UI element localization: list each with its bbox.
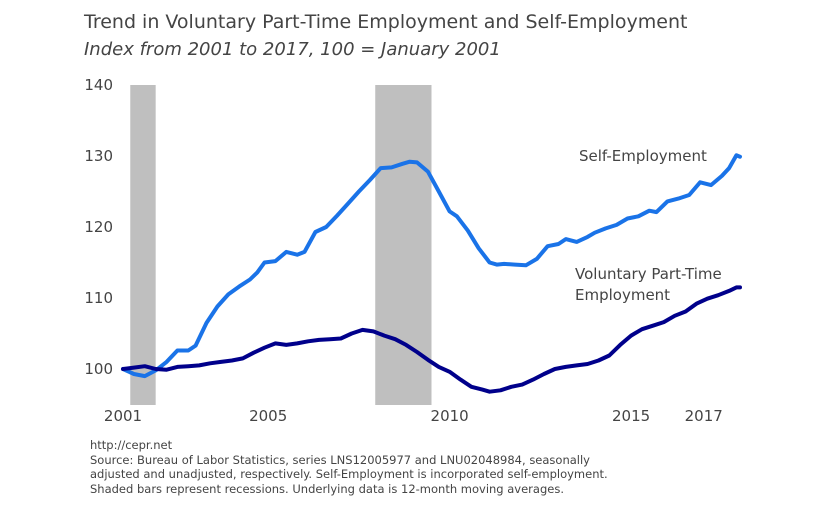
y-tick-label: 100: [84, 360, 113, 378]
series-lines: [121, 153, 742, 394]
series-label: Self-Employment: [579, 147, 707, 165]
x-tick-label: 2017: [685, 407, 723, 425]
x-tick-label: 2001: [104, 407, 142, 425]
x-tick-label: 2005: [249, 407, 287, 425]
chart-title: Trend in Voluntary Part-Time Employment …: [84, 11, 688, 33]
footer-source-line: Shaded bars represent recessions. Underl…: [90, 481, 564, 496]
chart-subtitle: Index from 2001 to 2017, 100 = January 2…: [84, 39, 501, 60]
series-label: Employment: [575, 286, 670, 304]
series-labels: Self-Employment Voluntary Part-Time Employ…: [575, 147, 722, 304]
y-tick-label: 140: [84, 76, 113, 94]
y-tick-label: 120: [84, 218, 113, 236]
footer-source-line: Source: Bureau of Labor Statistics, seri…: [90, 452, 590, 467]
recession-bar: [375, 85, 432, 405]
y-tick-label: 130: [84, 147, 113, 165]
y-tick-label: 110: [84, 289, 113, 307]
line-chart: 100 110 120 130 140 2001 2005 2010 2015 2017 Self…: [84, 76, 742, 425]
chart-footer: http://cepr.net Source: Bureau of Labor …: [90, 438, 608, 496]
footer-source-line: adjusted and unadjusted, respectively. S…: [90, 467, 608, 482]
x-tick-label: 2015: [612, 407, 650, 425]
x-tick-label: 2010: [431, 407, 469, 425]
footer-url: http://cepr.net: [90, 438, 173, 452]
series-label: Voluntary Part-Time: [575, 265, 722, 283]
self-employment-line: [121, 153, 742, 379]
recession-bar: [130, 85, 156, 405]
voluntary-part-time-line: [121, 285, 742, 394]
recession-bars: [130, 85, 432, 405]
axes: 100 110 120 130 140 2001 2005 2010 2015 2017: [84, 76, 722, 425]
